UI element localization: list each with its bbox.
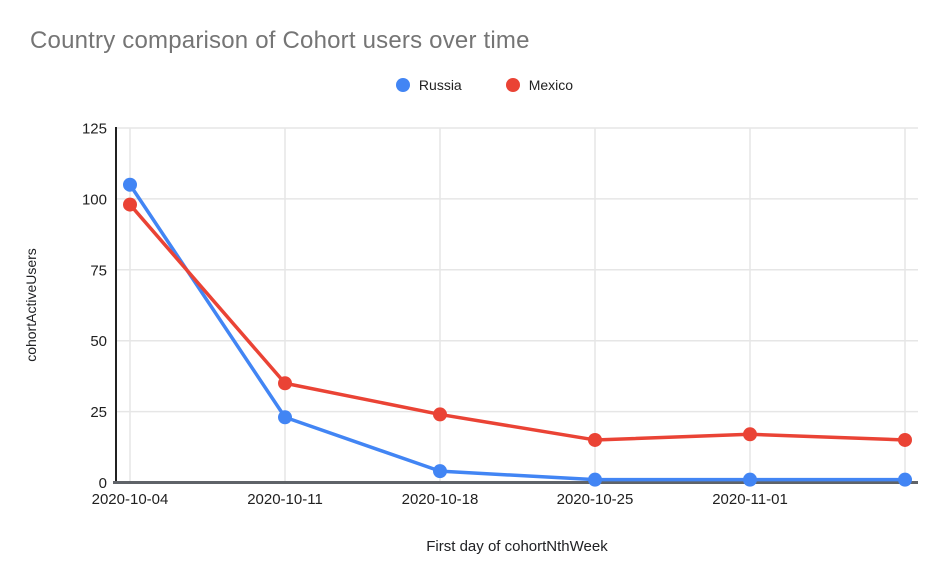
y-tick-label: 125	[82, 121, 107, 138]
x-tick-label: 2020-10-04	[92, 491, 169, 508]
legend-item-mexico[interactable]: Mexico	[505, 77, 574, 93]
y-tick-label: 75	[90, 262, 107, 279]
data-point-mexico-3[interactable]	[588, 432, 602, 447]
chart-title: Country comparison of Cohort users over …	[30, 27, 530, 54]
legend-label-russia: Russia	[418, 77, 462, 93]
data-point-russia-2[interactable]	[433, 464, 447, 479]
x-tick-label: 2020-10-25	[557, 491, 634, 508]
data-point-russia-5[interactable]	[898, 472, 912, 487]
x-tick-label: 2020-11-01	[712, 491, 788, 508]
data-point-russia-4[interactable]	[743, 472, 757, 487]
y-tick-label: 50	[90, 333, 107, 350]
data-point-russia-3[interactable]	[588, 472, 602, 487]
series-line-russia[interactable]	[128, 182, 907, 482]
data-point-russia-1[interactable]	[278, 410, 292, 425]
data-point-mexico-1[interactable]	[278, 376, 292, 391]
legend-swatch-russia-icon	[395, 78, 410, 92]
x-tick-label: 2020-10-18	[402, 491, 479, 508]
data-point-mexico-5[interactable]	[898, 432, 912, 447]
data-point-russia-0[interactable]	[123, 177, 137, 192]
x-tick-label: 2020-10-11	[247, 491, 323, 508]
legend: Russia Mexico	[12, 72, 945, 98]
y-tick-label: 0	[99, 475, 107, 492]
legend-item-russia[interactable]: Russia	[395, 77, 462, 93]
x-axis-title: First day of cohortNthWeek	[426, 538, 608, 555]
legend-swatch-mexico-icon	[505, 78, 520, 92]
series-line-mexico[interactable]	[128, 202, 907, 442]
data-point-mexico-4[interactable]	[743, 427, 757, 442]
y-tick-label: 100	[82, 191, 107, 208]
y-tick-label: 25	[90, 404, 107, 421]
y-axis-title: cohortActiveUsers	[23, 248, 39, 362]
data-point-mexico-2[interactable]	[433, 407, 447, 422]
legend-label-mexico: Mexico	[528, 77, 574, 93]
data-point-mexico-0[interactable]	[123, 197, 137, 212]
